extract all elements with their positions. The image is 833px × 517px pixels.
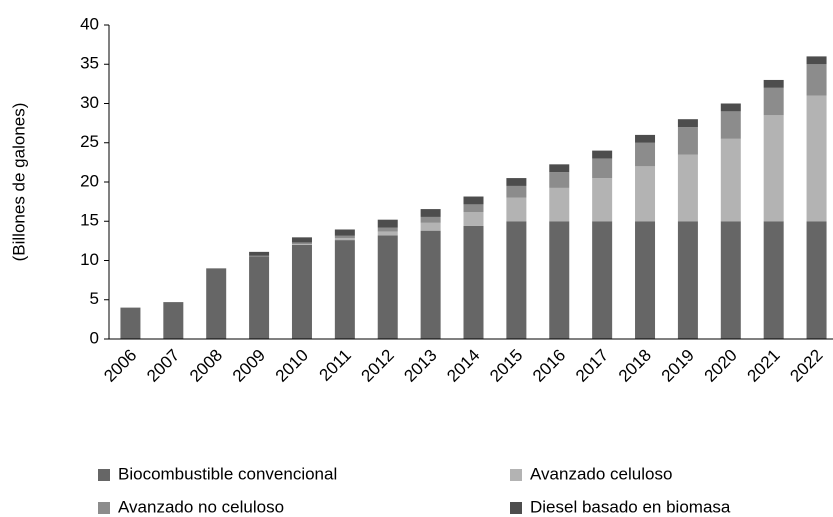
- x-tick-label: 2011: [316, 346, 355, 385]
- y-tick-label: 30: [80, 93, 99, 112]
- bar-segment: [506, 197, 527, 222]
- bar-segment: [163, 302, 184, 339]
- y-tick-label: 15: [80, 211, 99, 230]
- bar-segment: [334, 235, 355, 239]
- bar-segment: [249, 251, 270, 256]
- bar-segment: [377, 219, 398, 228]
- bar-segment: [377, 231, 398, 236]
- y-tick-label: 10: [80, 250, 99, 269]
- bar-segment: [334, 240, 355, 339]
- y-tick-label: 35: [80, 54, 99, 73]
- x-tick-label: 2016: [529, 346, 569, 386]
- bar-segment: [592, 150, 613, 159]
- y-tick-label: 0: [90, 328, 99, 347]
- bar-segment: [420, 222, 441, 231]
- legend-label: Avanzado celuloso: [530, 464, 672, 483]
- bar-segment: [506, 185, 527, 198]
- bar-segment: [635, 221, 656, 339]
- bar-segment: [549, 187, 570, 222]
- y-axis-label: (Billones de galones): [9, 103, 28, 262]
- x-tick-label: 2020: [701, 346, 741, 386]
- bar-segment: [720, 111, 741, 139]
- x-tick-label: 2018: [615, 346, 655, 386]
- bar-segment: [592, 221, 613, 339]
- bar-segment: [720, 138, 741, 222]
- bar-segment: [720, 103, 741, 112]
- bar-segment: [291, 244, 312, 339]
- bar-segment: [120, 307, 141, 339]
- bar-segment: [763, 115, 784, 222]
- bar-segment: [377, 235, 398, 339]
- legend-swatch: [510, 469, 522, 481]
- y-tick-label: 5: [90, 289, 99, 308]
- bar-segment: [677, 221, 698, 339]
- legend-label: Biocombustible convencional: [118, 464, 337, 483]
- bar-segment: [463, 212, 484, 226]
- bar-segment: [549, 172, 570, 188]
- bar-segment: [677, 154, 698, 222]
- bar-segment: [635, 166, 656, 222]
- bar-segment: [463, 225, 484, 339]
- bar-segment: [763, 87, 784, 116]
- legend-label: Diesel basado en biomasa: [530, 497, 731, 516]
- bar-segment: [635, 142, 656, 167]
- bar-segment: [463, 204, 484, 213]
- bar-segment: [291, 244, 312, 245]
- bar-segment: [206, 268, 227, 339]
- bar-segment: [806, 221, 827, 339]
- legend-label: Avanzado no celuloso: [118, 497, 284, 516]
- bar-segment: [549, 221, 570, 339]
- bar-segment: [592, 178, 613, 222]
- x-tick-label: 2006: [100, 346, 140, 386]
- bar-segment: [506, 221, 527, 339]
- x-tick-label: 2012: [358, 346, 398, 386]
- x-tick-label: 2009: [229, 346, 269, 386]
- legend-swatch: [510, 502, 522, 514]
- bar-segment: [763, 221, 784, 339]
- bar-segment: [549, 164, 570, 173]
- bar-segment: [420, 230, 441, 339]
- bar-segment: [806, 95, 827, 222]
- y-tick-label: 25: [80, 132, 99, 151]
- x-tick-label: 2022: [786, 346, 826, 386]
- legend-swatch: [98, 469, 110, 481]
- bar-segment: [806, 64, 827, 96]
- x-tick-label: 2010: [272, 346, 312, 386]
- bar-segment: [291, 237, 312, 243]
- bar-segment: [592, 158, 613, 179]
- bar-segment: [720, 221, 741, 339]
- x-tick-label: 2008: [186, 346, 226, 386]
- bar-segment: [463, 196, 484, 205]
- bar-segment: [420, 216, 441, 223]
- x-tick-label: 2017: [572, 346, 612, 386]
- bar-segment: [291, 242, 312, 245]
- x-tick-label: 2014: [443, 346, 483, 386]
- bar-segment: [763, 79, 784, 88]
- bar-segment: [806, 56, 827, 65]
- bar-segment: [635, 134, 656, 143]
- legend-swatch: [98, 502, 110, 514]
- bar-segment: [249, 256, 270, 339]
- x-tick-label: 2021: [743, 346, 783, 386]
- x-tick-label: 2013: [400, 346, 440, 386]
- x-tick-label: 2015: [486, 346, 526, 386]
- bar-segment: [334, 238, 355, 241]
- x-tick-label: 2019: [658, 346, 698, 386]
- x-tick-label: 2007: [143, 346, 183, 386]
- bar-segment: [420, 209, 441, 217]
- bar-segment: [677, 119, 698, 128]
- bar-segment: [506, 178, 527, 186]
- y-tick-label: 20: [80, 171, 99, 190]
- bar-segment: [677, 127, 698, 155]
- bar-segment: [334, 229, 355, 236]
- bar-segment: [249, 255, 270, 257]
- bar-segment: [377, 227, 398, 232]
- y-tick-label: 40: [80, 14, 99, 33]
